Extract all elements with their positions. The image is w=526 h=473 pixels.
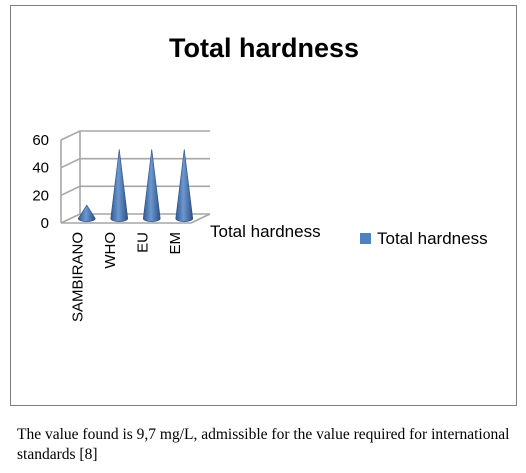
y-axis-ticks: 0 20 40 60 bbox=[32, 132, 49, 232]
category-labels: SAMBIRANO WHO EU EM bbox=[69, 232, 184, 322]
category-label-em: EM bbox=[167, 232, 184, 255]
bar-em bbox=[175, 149, 194, 222]
y-tick-label-1: 20 bbox=[32, 187, 49, 204]
bar-eu bbox=[142, 149, 161, 222]
category-label-sambirano: SAMBIRANO bbox=[69, 232, 86, 322]
y-tick-label-3: 60 bbox=[32, 132, 49, 149]
gridline-2 bbox=[60, 157, 210, 169]
floor-edge bbox=[61, 213, 211, 224]
grid-layer bbox=[60, 130, 211, 224]
chart-frame: Total hardness 0 20 40 60 SAMBIRANO WHO EU EM … bbox=[10, 5, 517, 406]
figure-caption: The value found is 9,7 mg/L, admissible … bbox=[17, 426, 510, 463]
y-tick-label-2: 40 bbox=[32, 160, 49, 177]
category-label-who: WHO bbox=[102, 232, 119, 269]
legend-label: Total hardness bbox=[377, 229, 488, 248]
bar-sambirano bbox=[77, 204, 96, 222]
chart-title: Total hardness bbox=[169, 33, 359, 63]
bar-layer bbox=[77, 149, 194, 222]
gridline-3 bbox=[60, 130, 210, 141]
legend: Total hardness bbox=[360, 229, 488, 248]
category-label-eu: EU bbox=[134, 232, 151, 253]
bar-who bbox=[110, 149, 129, 222]
y-tick-label-0: 0 bbox=[41, 215, 49, 232]
legend-swatch bbox=[360, 233, 371, 244]
depth-axis-label: Total hardness bbox=[210, 222, 321, 241]
